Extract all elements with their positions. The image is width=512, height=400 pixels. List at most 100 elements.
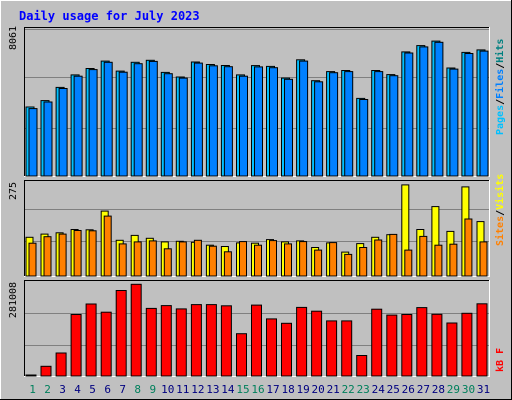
bar-files-day-18 bbox=[284, 78, 293, 177]
bar-kb-f-day-4 bbox=[70, 314, 82, 377]
day-label-6: 6 bbox=[104, 383, 111, 396]
bar-files-day-27 bbox=[419, 46, 429, 177]
day-label-2: 2 bbox=[44, 383, 51, 396]
bar-kb-f-day-27 bbox=[416, 307, 428, 377]
bar-kb-f-day-1 bbox=[25, 374, 37, 377]
bar-sites-day-13 bbox=[208, 245, 217, 277]
bar-files-day-9 bbox=[148, 60, 158, 177]
bar-sites-day-18 bbox=[284, 243, 292, 277]
day-label-27: 27 bbox=[417, 383, 430, 396]
bar-kb-f-day-20 bbox=[311, 310, 323, 377]
bar-files-day-21 bbox=[329, 72, 339, 177]
day-label-26: 26 bbox=[402, 383, 415, 396]
bar-files-day-29 bbox=[449, 68, 459, 177]
bar-kb-f-day-22 bbox=[341, 320, 353, 377]
bar-sites-day-4 bbox=[73, 230, 82, 277]
bar-kb-f-day-30 bbox=[461, 312, 473, 377]
bar-sites-day-28 bbox=[434, 244, 443, 277]
day-label-25: 25 bbox=[387, 383, 400, 396]
bar-sites-day-30 bbox=[464, 218, 473, 277]
day-label-21: 21 bbox=[327, 383, 340, 396]
day-label-22: 22 bbox=[342, 383, 355, 396]
bar-sites-day-11 bbox=[178, 241, 187, 277]
bar-files-day-6 bbox=[103, 61, 113, 177]
bar-kb-f-day-29 bbox=[446, 322, 458, 377]
bar-kb-f-day-9 bbox=[145, 307, 157, 377]
bar-files-day-2 bbox=[43, 101, 53, 177]
bar-kb-f-day-13 bbox=[205, 304, 217, 377]
day-label-15: 15 bbox=[236, 383, 249, 396]
bar-kb-f-day-6 bbox=[100, 311, 112, 377]
panel-kbytes bbox=[24, 280, 490, 377]
bar-kb-f-day-23 bbox=[356, 355, 368, 377]
day-label-20: 20 bbox=[311, 383, 324, 396]
bar-files-day-20 bbox=[314, 81, 324, 177]
bar-files-day-5 bbox=[88, 69, 98, 177]
legend-kbytes: kB F bbox=[495, 348, 506, 372]
bar-kb-f-day-14 bbox=[220, 305, 232, 377]
bar-files-day-8 bbox=[133, 63, 143, 177]
bar-sites-day-22 bbox=[344, 253, 353, 277]
bar-sites-day-14 bbox=[223, 251, 232, 277]
bar-sites-day-27 bbox=[419, 235, 428, 277]
bar-sites-day-24 bbox=[374, 239, 383, 277]
bar-sites-day-1 bbox=[28, 242, 37, 277]
bar-sites-day-8 bbox=[133, 241, 142, 277]
bar-sites-day-15 bbox=[239, 241, 247, 277]
bar-sites-day-10 bbox=[163, 248, 172, 277]
day-label-11: 11 bbox=[176, 383, 189, 396]
bar-files-day-24 bbox=[374, 71, 384, 177]
bar-files-day-13 bbox=[208, 65, 218, 177]
day-label-28: 28 bbox=[432, 383, 445, 396]
legend-sites: Sites bbox=[494, 216, 506, 246]
legend-f: F bbox=[495, 348, 506, 354]
day-label-8: 8 bbox=[134, 383, 141, 396]
day-label-17: 17 bbox=[266, 383, 279, 396]
bar-kb-f-day-7 bbox=[115, 290, 127, 377]
bar-files-day-7 bbox=[118, 71, 128, 177]
bar-kb-f-day-19 bbox=[296, 306, 308, 377]
bar-sites-day-5 bbox=[88, 230, 97, 277]
bar-files-day-15 bbox=[239, 75, 248, 177]
bar-kb-f-day-26 bbox=[401, 314, 413, 377]
bar-sites-day-25 bbox=[389, 233, 398, 277]
bar-files-day-16 bbox=[254, 66, 263, 177]
bar-sites-day-2 bbox=[43, 236, 52, 277]
day-label-24: 24 bbox=[372, 383, 386, 396]
bar-sites-day-20 bbox=[314, 249, 323, 277]
bar-kb-f-day-28 bbox=[431, 313, 443, 377]
panel-pages-files-hits bbox=[24, 27, 490, 177]
bar-files-day-23 bbox=[359, 99, 369, 177]
bar-kb-f-day-21 bbox=[326, 320, 338, 377]
bar-files-day-26 bbox=[404, 52, 414, 177]
bar-sites-day-26 bbox=[404, 249, 413, 277]
bar-files-day-4 bbox=[73, 75, 83, 177]
bar-kb-f-day-12 bbox=[190, 304, 202, 377]
panel-sites-visits bbox=[24, 180, 490, 277]
day-label-30: 30 bbox=[462, 383, 475, 396]
bar-kb-f-day-24 bbox=[371, 308, 383, 377]
bar-files-day-19 bbox=[299, 60, 309, 177]
day-label-29: 29 bbox=[447, 383, 460, 396]
legend-visits: Visits bbox=[494, 174, 506, 210]
legend-pages-files-hits: Pages/Files/Hits bbox=[494, 39, 506, 135]
bar-files-day-11 bbox=[178, 77, 188, 177]
bar-kb-f-day-17 bbox=[266, 318, 277, 377]
bar-files-day-3 bbox=[58, 88, 68, 177]
legend-kb: kB bbox=[495, 360, 506, 372]
bar-files-day-14 bbox=[223, 66, 233, 177]
bar-files-day-17 bbox=[269, 67, 278, 177]
bar-kb-f-day-3 bbox=[55, 352, 67, 377]
bar-files-day-31 bbox=[479, 50, 489, 177]
bar-kb-f-day-2 bbox=[40, 365, 52, 377]
bar-kb-f-day-25 bbox=[386, 314, 398, 377]
bar-sites-day-23 bbox=[359, 247, 368, 277]
bar-files-day-10 bbox=[163, 73, 173, 177]
legend-sep-3: / bbox=[495, 210, 506, 216]
bar-sites-day-29 bbox=[449, 243, 458, 277]
bar-kb-f-day-16 bbox=[251, 304, 262, 377]
bar-kb-f-day-8 bbox=[130, 283, 142, 377]
bar-kb-f-day-11 bbox=[175, 308, 187, 377]
day-label-4: 4 bbox=[74, 383, 81, 396]
